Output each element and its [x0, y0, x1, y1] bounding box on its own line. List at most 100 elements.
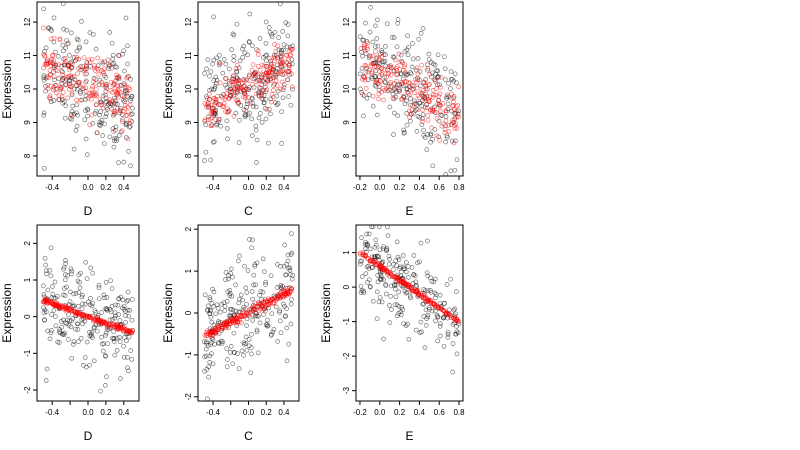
observed-point: [437, 292, 443, 298]
observed-point: [359, 274, 365, 279]
y-axis-title: Expression: [319, 283, 333, 342]
observed-point: [228, 266, 234, 272]
observed-point: [55, 54, 61, 59]
observed-point: [413, 327, 419, 333]
observed-point: [88, 296, 93, 301]
fitted-point: [289, 71, 294, 77]
observed-point: [202, 158, 207, 163]
fitted-point: [234, 78, 239, 84]
observed-point: [53, 49, 58, 55]
fitted-point: [440, 101, 446, 106]
observed-point: [249, 332, 254, 337]
observed-point: [263, 40, 269, 46]
fitted-point: [417, 90, 423, 96]
fitted-point: [418, 291, 424, 296]
observed-point: [61, 332, 67, 338]
fitted-point: [245, 87, 251, 92]
observed-point: [366, 231, 372, 237]
fitted-point: [271, 87, 276, 93]
x-axis-title: C: [244, 204, 253, 218]
fitted-point: [369, 71, 375, 76]
observed-point: [231, 350, 237, 355]
fitted-point: [277, 293, 282, 298]
observed-point: [204, 66, 209, 72]
observed-point: [230, 307, 236, 313]
observed-point: [245, 52, 250, 58]
fitted-point: [250, 72, 256, 78]
observed-point: [419, 90, 425, 96]
fitted-point: [246, 78, 252, 83]
x-axis-title: E: [405, 204, 413, 218]
fitted-point: [400, 67, 406, 73]
observed-point: [120, 97, 126, 103]
fitted-point: [119, 119, 125, 124]
observed-point: [66, 323, 72, 328]
fitted-point: [128, 329, 134, 335]
fitted-point: [261, 63, 267, 69]
observed-point: [425, 238, 430, 244]
observed-point: [406, 336, 412, 342]
observed-point: [381, 277, 386, 282]
fitted-point: [453, 121, 459, 126]
observed-point: [62, 277, 68, 283]
observed-point: [285, 252, 291, 258]
y-axis-title: Expression: [161, 59, 175, 118]
observed-point: [78, 91, 83, 96]
fitted-point: [63, 308, 69, 314]
x-tick-label: -0.4: [206, 183, 220, 192]
x-axis-title: E: [405, 429, 413, 443]
y-tick-label: 12: [23, 17, 32, 26]
fitted-point: [361, 41, 367, 47]
fitted-point: [204, 333, 210, 338]
observed-point: [379, 48, 385, 53]
y-tick-label: 0: [342, 284, 351, 289]
fitted-point: [127, 121, 133, 126]
fitted-point: [253, 91, 259, 97]
observed-point: [445, 101, 451, 107]
observed-point: [365, 279, 370, 285]
fitted-point: [267, 73, 272, 79]
observed-point: [43, 262, 49, 268]
fitted-point: [383, 266, 389, 271]
observed-point: [249, 351, 254, 357]
observed-point: [275, 101, 281, 106]
observed-point: [217, 309, 223, 315]
y-tick-label: -1: [184, 351, 193, 359]
observed-point: [225, 276, 231, 282]
observed-point: [102, 59, 107, 65]
observed-point: [249, 96, 255, 102]
fitted-point: [45, 86, 51, 92]
fitted-point: [204, 96, 210, 101]
fitted-point: [86, 57, 92, 63]
observed-point: [396, 304, 402, 309]
fitted-point: [240, 94, 246, 100]
fitted-point: [77, 79, 82, 85]
observed-point: [214, 302, 220, 308]
x-tick-label: -0.4: [45, 408, 59, 417]
fitted-point: [68, 84, 74, 90]
observed-point: [103, 89, 109, 94]
observed-point: [289, 297, 294, 302]
fitted-point: [231, 85, 236, 91]
fitted-point: [261, 299, 266, 305]
fitted-point: [108, 88, 114, 93]
y-tick-label: 2: [23, 241, 32, 246]
fitted-point: [386, 71, 392, 77]
fitted-point: [384, 268, 390, 274]
x-tick-label: 0.4: [278, 408, 290, 417]
observed-point: [109, 286, 115, 291]
fitted-point: [269, 92, 275, 97]
observed-point: [96, 296, 102, 302]
observed-point: [256, 115, 262, 121]
fitted-point: [125, 104, 131, 110]
observed-point: [456, 108, 462, 114]
fitted-point: [438, 306, 444, 312]
observed-point: [418, 319, 424, 325]
observed-point: [426, 305, 432, 310]
fitted-point: [455, 319, 461, 324]
observed-point: [384, 21, 390, 27]
observed-point: [275, 339, 281, 344]
observed-point: [125, 365, 130, 371]
fitted-point: [202, 117, 208, 123]
observed-point: [267, 30, 273, 35]
